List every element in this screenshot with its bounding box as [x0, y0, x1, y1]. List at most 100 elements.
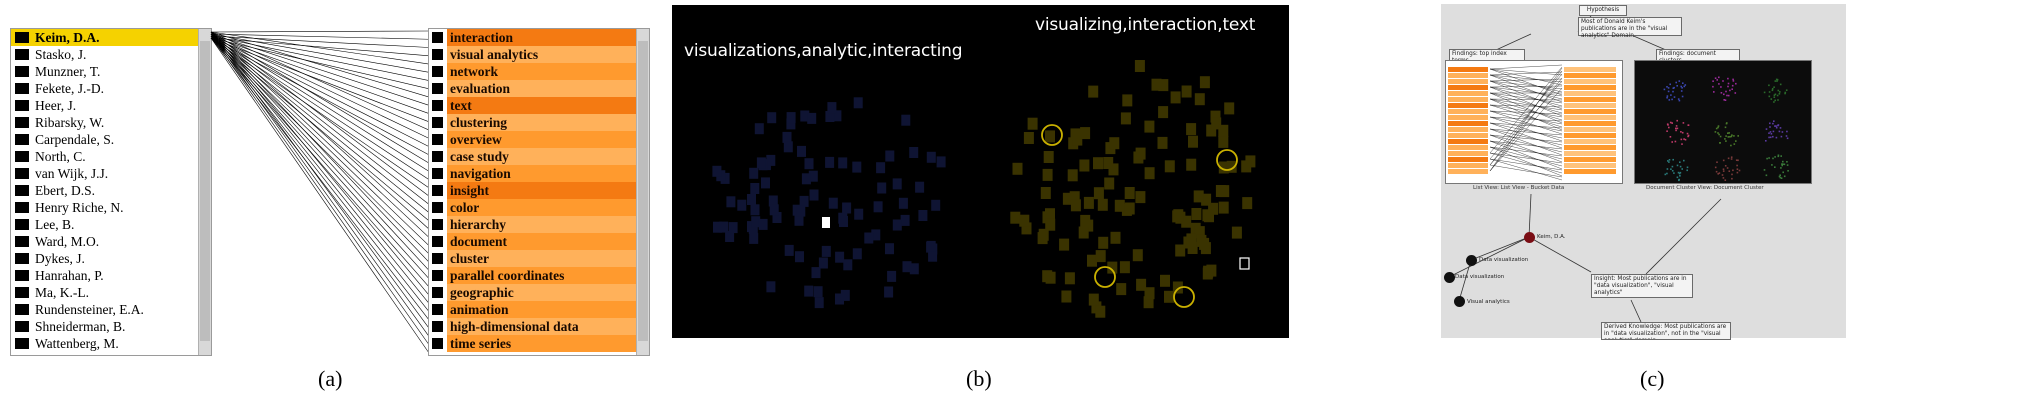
- keyword-list[interactable]: interaction visual analytics network evalua…: [428, 28, 650, 356]
- keyword-row[interactable]: text: [429, 97, 638, 114]
- author-row[interactable]: Fekete, J.-D.: [11, 80, 199, 97]
- connection-line: [210, 33, 430, 106]
- thumb-author-row: [1448, 121, 1488, 126]
- cloud-left-square: [871, 229, 881, 241]
- keyword-row[interactable]: insight: [429, 182, 638, 199]
- keyword-row[interactable]: animation: [429, 301, 638, 318]
- thumb-cluster-dot: [1722, 159, 1725, 162]
- thumb-cluster-dot: [1728, 132, 1730, 134]
- author-row[interactable]: North, C.: [11, 148, 199, 165]
- cloud-left-square: [843, 259, 853, 271]
- thumb-cluster-dot: [1678, 80, 1681, 82]
- author-row[interactable]: Heer, J.: [11, 97, 199, 114]
- data-visualization-node-a[interactable]: [1466, 255, 1477, 266]
- cloud-right-square: [1226, 160, 1237, 173]
- thumb-cluster-dot: [1769, 122, 1771, 125]
- keyword-row[interactable]: geographic: [429, 284, 638, 301]
- cloud-right-square: [1199, 237, 1210, 250]
- thumb-link: [1489, 110, 1563, 115]
- cloud-right-square: [1170, 91, 1181, 104]
- thumb-cluster-dot: [1681, 168, 1683, 170]
- keyword-row[interactable]: time series: [429, 335, 638, 352]
- author-row[interactable]: Stasko, J.: [11, 46, 199, 63]
- cluster-view-thumbnail[interactable]: [1634, 60, 1812, 184]
- cloud-left-square: [768, 195, 778, 207]
- thumb-cluster-dot: [1668, 99, 1671, 101]
- document-cluster-plots[interactable]: [672, 5, 1289, 338]
- thumb-cluster-dot: [1773, 96, 1776, 98]
- author-row[interactable]: Henry Riche, N.: [11, 199, 199, 216]
- thumb-link: [1489, 104, 1563, 128]
- author-row[interactable]: Ma, K.-L.: [11, 284, 199, 301]
- thumb-link: [1489, 80, 1563, 100]
- keyword-row[interactable]: interaction: [429, 29, 638, 46]
- cloud-left-square: [825, 156, 835, 168]
- author-row[interactable]: Hanrahan, P.: [11, 267, 199, 284]
- thumb-cluster-dot: [1716, 79, 1718, 81]
- connection-line: [210, 33, 430, 40]
- keyword-row[interactable]: clustering: [429, 114, 638, 131]
- author-row[interactable]: Ribarsky, W.: [11, 114, 199, 131]
- keyword-row[interactable]: overview: [429, 131, 638, 148]
- cloud-right-square: [1069, 191, 1080, 204]
- thumb-keyword-row: [1564, 103, 1616, 108]
- author-row[interactable]: Ward, M.O.: [11, 233, 199, 250]
- keyword-list-scrollbar[interactable]: [636, 29, 649, 355]
- keyword-row[interactable]: network: [429, 63, 638, 80]
- keyword-row[interactable]: parallel coordinates: [429, 267, 638, 284]
- connection-line: [210, 35, 430, 312]
- thumb-cluster-dot: [1680, 85, 1682, 88]
- thumb-keyword-row: [1564, 139, 1616, 144]
- cloud-left-square: [873, 201, 883, 213]
- keyword-row[interactable]: hierarchy: [429, 216, 638, 233]
- thumb-link: [1489, 70, 1563, 166]
- cloud-right-square: [1019, 214, 1030, 227]
- thumb-cluster-dot: [1718, 83, 1720, 85]
- author-row[interactable]: van Wijk, J.J.: [11, 165, 199, 182]
- author-row[interactable]: Wattenberg, M.: [11, 335, 199, 352]
- keyword-row[interactable]: evaluation: [429, 80, 638, 97]
- thumb-link: [1489, 80, 1563, 90]
- author-list[interactable]: Keim, D.A. Stasko, J. Munzner, T. Fekete, J…: [10, 28, 212, 356]
- cloud-left-square: [877, 182, 887, 194]
- author-list-scrollbar[interactable]: [198, 29, 211, 355]
- keyword-row[interactable]: color: [429, 199, 638, 216]
- author-row[interactable]: Keim, D.A.: [11, 29, 199, 46]
- author-row[interactable]: Munzner, T.: [11, 63, 199, 80]
- visual-analytics-node[interactable]: [1454, 296, 1465, 307]
- keyword-list-scroll-thumb[interactable]: [638, 41, 648, 341]
- keyword-row[interactable]: case study: [429, 148, 638, 165]
- cloud-right-square: [1199, 76, 1210, 89]
- author-row[interactable]: Ebert, D.S.: [11, 182, 199, 199]
- thumb-link: [1489, 116, 1563, 122]
- data-visualization-node-b[interactable]: [1444, 272, 1455, 283]
- thumb-cluster-dot: [1780, 155, 1782, 157]
- keyword-marker: [432, 49, 443, 61]
- author-list-scroll-thumb[interactable]: [200, 41, 210, 341]
- thumb-cluster-dot: [1676, 85, 1678, 87]
- author-name: Ebert, D.S.: [35, 183, 95, 198]
- cloud-left-square: [926, 240, 936, 252]
- keyword-row[interactable]: visual analytics: [429, 46, 638, 63]
- author-row[interactable]: Shneiderman, B.: [11, 318, 199, 335]
- list-view-thumbnail[interactable]: [1445, 60, 1623, 184]
- cloud-left-square: [835, 251, 845, 263]
- author-row[interactable]: Lee, B.: [11, 216, 199, 233]
- author-row[interactable]: Carpendale, S.: [11, 131, 199, 148]
- connection-line: [210, 37, 430, 189]
- cloud-right-square: [1188, 135, 1198, 148]
- keyword-row[interactable]: navigation: [429, 165, 638, 182]
- keim-node[interactable]: [1524, 232, 1535, 243]
- author-row[interactable]: Dykes, J.: [11, 250, 199, 267]
- keyword-rows: interaction visual analytics network evalua…: [429, 29, 649, 352]
- connection-line: [210, 35, 430, 213]
- author-marker: [15, 117, 29, 129]
- cloud-right-square: [1045, 218, 1056, 231]
- keyword-row[interactable]: cluster: [429, 250, 638, 267]
- thumb-cluster-dot: [1663, 88, 1666, 91]
- thumb-cluster-dot: [1679, 161, 1681, 163]
- keyword-marker: [432, 202, 443, 214]
- keyword-row[interactable]: high-dimensional data: [429, 318, 638, 335]
- keyword-row[interactable]: document: [429, 233, 638, 250]
- author-row[interactable]: Rundensteiner, E.A.: [11, 301, 199, 318]
